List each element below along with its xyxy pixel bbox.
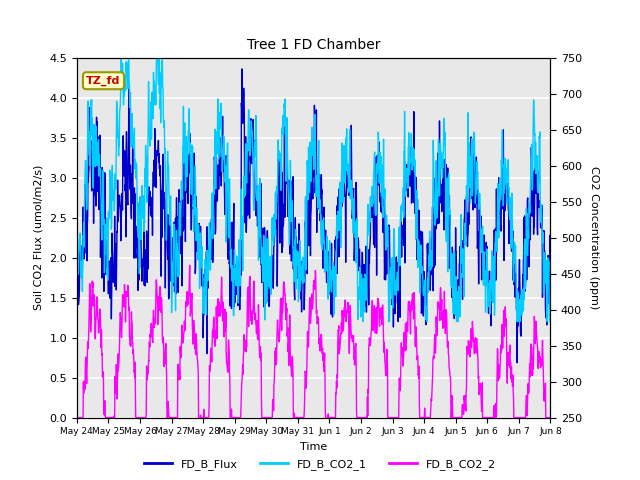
Legend: FD_B_Flux, FD_B_CO2_1, FD_B_CO2_2: FD_B_Flux, FD_B_CO2_1, FD_B_CO2_2 (140, 455, 500, 474)
Y-axis label: CO2 Concentration (ppm): CO2 Concentration (ppm) (589, 166, 598, 309)
Y-axis label: Soil CO2 Flux (umol/m2/s): Soil CO2 Flux (umol/m2/s) (34, 165, 44, 310)
Title: Tree 1 FD Chamber: Tree 1 FD Chamber (247, 38, 380, 52)
X-axis label: Time: Time (300, 442, 327, 452)
Text: TZ_fd: TZ_fd (86, 76, 121, 86)
